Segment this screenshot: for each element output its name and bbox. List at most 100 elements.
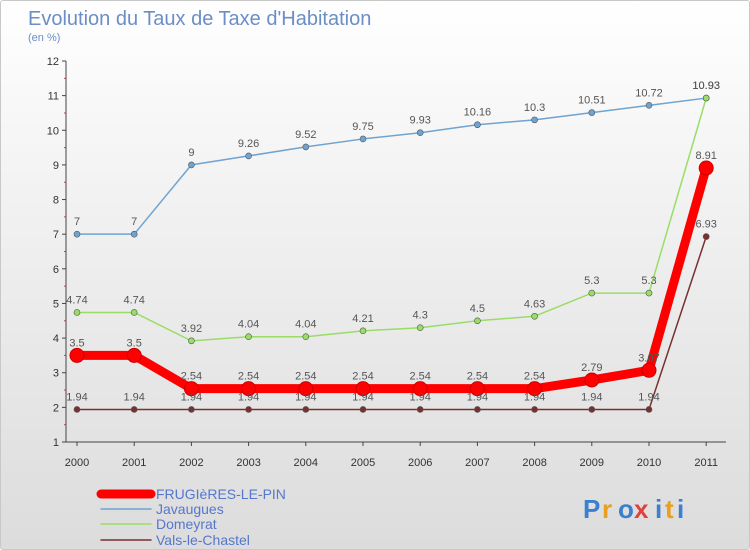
series-point-0 — [69, 347, 85, 363]
data-label-2: 4.3 — [413, 310, 428, 322]
data-label-0: 2.79 — [581, 362, 602, 374]
series-point-0 — [527, 381, 543, 397]
y-tick-label: 6 — [53, 264, 59, 276]
series-point-2 — [474, 317, 481, 325]
x-tick-label: 2001 — [122, 457, 146, 469]
series-point-3 — [474, 406, 481, 413]
legend-label-0: FRUGIèRES-LE-PIN — [156, 486, 286, 502]
data-label-3: 1.94 — [581, 391, 602, 403]
x-tick-label: 2008 — [522, 457, 546, 469]
series-point-1 — [73, 230, 81, 238]
x-tick-label: 2003 — [236, 457, 260, 469]
data-label-1: 9 — [188, 147, 194, 159]
series-point-2 — [188, 337, 195, 345]
series-point-0 — [183, 381, 199, 397]
logo-letter: P — [583, 494, 600, 524]
x-tick-label: 2000 — [65, 457, 89, 469]
y-tick-label: 9 — [53, 160, 59, 172]
legend-label-3: Vals-le-Chastel — [156, 532, 250, 548]
series-point-1 — [302, 143, 310, 151]
series-point-1 — [645, 102, 653, 109]
data-label-3: 1.94 — [524, 391, 545, 403]
y-tick-label: 5 — [53, 298, 59, 310]
data-label-2: 5.3 — [584, 275, 599, 287]
data-label-2: 4.63 — [524, 298, 545, 310]
data-label-3: 1.94 — [295, 391, 316, 403]
series-point-0 — [641, 362, 657, 378]
data-label-2: 4.74 — [123, 294, 144, 306]
series-point-0 — [298, 381, 314, 397]
data-label-0: 2.54 — [352, 371, 373, 383]
series-line-1 — [77, 97, 707, 235]
series-point-1 — [359, 135, 367, 143]
data-label-2: 5.3 — [641, 275, 656, 287]
x-tick-label: 2002 — [179, 457, 203, 469]
data-label-2: 4.5 — [470, 303, 485, 315]
series-point-2 — [702, 94, 710, 102]
data-label-1: 10.16 — [464, 107, 492, 119]
x-tick-label: 2005 — [351, 457, 375, 469]
data-label-0: 2.54 — [467, 371, 488, 383]
series-point-1 — [245, 152, 252, 160]
series-point-2 — [130, 309, 138, 316]
series-point-3 — [588, 406, 596, 413]
y-tick-label: 12 — [47, 56, 59, 68]
y-tick-label: 3 — [53, 368, 59, 380]
series-point-3 — [245, 406, 252, 413]
series-line-0 — [77, 166, 711, 394]
data-label-2: 4.04 — [295, 319, 316, 331]
data-label-3: 1.94 — [352, 391, 373, 403]
data-label-1: 9.52 — [295, 129, 316, 141]
series-point-3 — [188, 406, 195, 413]
legend-label-2: Domeyrat — [156, 516, 217, 532]
series-point-2 — [531, 312, 538, 320]
x-tick-label: 2010 — [637, 457, 661, 469]
series-point-1 — [188, 161, 195, 169]
series-point-3 — [73, 406, 81, 413]
y-tick-label: 11 — [48, 91, 59, 103]
logo-letter: o — [618, 494, 634, 524]
series-point-2 — [588, 289, 596, 297]
data-label-0: 2.54 — [181, 371, 202, 383]
data-label-0: 2.54 — [409, 371, 430, 383]
series-point-3 — [416, 406, 424, 413]
y-tick-label: 4 — [53, 333, 59, 345]
series-point-0 — [698, 160, 714, 176]
data-label-1: 10.51 — [578, 95, 606, 107]
x-tick-label: 2007 — [465, 457, 489, 469]
y-tick-label: 8 — [53, 195, 59, 207]
data-label-2: 10.93 — [692, 80, 720, 92]
legend-label-1: Javaugues — [156, 501, 224, 517]
logo-letter: i — [677, 494, 684, 524]
series-point-2 — [73, 309, 81, 316]
data-label-1: 10.72 — [635, 87, 663, 99]
series-point-2 — [645, 289, 653, 297]
chart-title: Evolution du Taux de Taxe d'Habitation — [28, 8, 371, 30]
series-point-3 — [130, 406, 138, 413]
series-point-3 — [702, 233, 710, 240]
data-label-1: 9.26 — [238, 138, 259, 150]
logo-letter: x — [634, 494, 649, 524]
data-label-1: 10.93 — [692, 80, 720, 92]
chart-subtitle: (en %) — [28, 32, 60, 44]
x-tick-label: 2006 — [408, 457, 432, 469]
data-label-1: 7 — [131, 216, 137, 228]
series-point-1 — [474, 121, 481, 129]
x-tick-label: 2004 — [294, 457, 318, 469]
series-point-3 — [359, 406, 367, 413]
series-point-1 — [588, 109, 596, 116]
data-labels-layer: 3.5 3.5 2.54 2.54 2.54 2.54 2.54 2.54 2.54 2.79 3.… — [66, 80, 720, 403]
data-label-0: 8.91 — [695, 150, 716, 162]
data-label-2: 3.92 — [181, 323, 202, 335]
logo-letter: r — [602, 494, 612, 524]
x-tick-label: 2009 — [580, 457, 604, 469]
data-label-3: 6.93 — [695, 219, 716, 231]
y-tick-label: 10 — [47, 125, 59, 137]
data-label-2: 4.04 — [238, 319, 259, 331]
series-point-2 — [359, 327, 367, 335]
series-layer — [69, 94, 714, 413]
data-label-3: 1.94 — [409, 391, 430, 403]
logo-letter: t — [665, 494, 674, 524]
series-point-0 — [355, 381, 371, 397]
